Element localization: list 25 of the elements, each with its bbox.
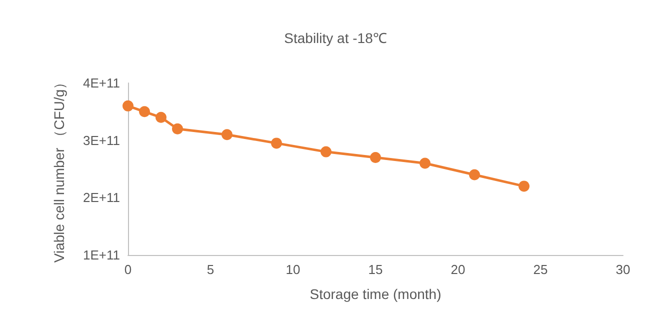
point [156,112,166,123]
point [172,123,183,134]
chart-title: Stability at -18℃ [284,30,387,46]
y-tick-label: 1E+11 [83,248,120,262]
y-tick-label: 3E+11 [83,132,120,148]
point [222,129,232,140]
y-axis-title: Viable cell number （CFU/g） [51,75,67,263]
x-tick-label: 15 [368,262,383,277]
point [320,146,332,158]
point [370,152,381,164]
point [122,100,134,112]
x-tick-label: 5 [206,262,214,277]
x-axis-title: Storage time (month) [310,286,442,302]
x-tick-label: 20 [450,262,466,277]
point [469,169,480,180]
point [420,158,430,169]
y-tick-label: 4E+11 [83,76,120,90]
point [518,180,530,192]
point [139,106,150,118]
y-tick-label: 2E+11 [83,190,120,206]
x-tick-label: 10 [286,262,300,277]
x-tick-label: 0 [124,262,132,277]
x-tick-label: 30 [616,262,630,277]
x-tick-label: 25 [533,262,548,277]
point [271,138,282,149]
